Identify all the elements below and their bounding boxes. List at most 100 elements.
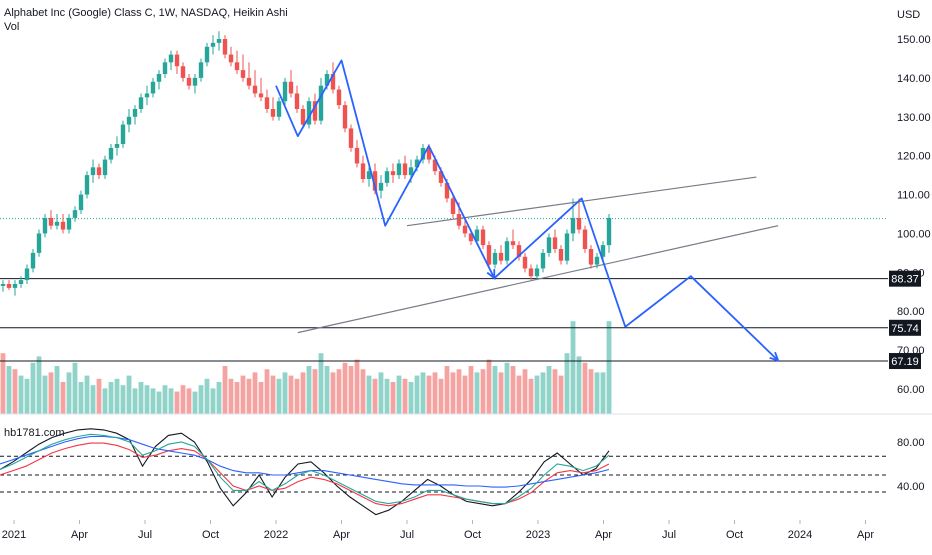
candle-body [522,256,528,269]
candles [0,31,612,296]
volume-bar [222,366,228,414]
candle-body [354,147,360,164]
candle-body [456,214,462,226]
volume-bar [216,382,222,414]
volume-bar [582,362,588,414]
volume-bar [552,369,558,414]
volume-bar [318,353,324,414]
candle-body [546,237,552,253]
volume-bar [0,353,6,414]
volume-bar [300,372,306,414]
oscillator-tick-label: 40.00 [897,481,925,493]
price-tick-label: 110.00 [897,190,930,202]
volume-bar [168,388,174,414]
volume-bar [462,375,468,414]
candle-body [240,70,246,78]
drawings[interactable] [275,59,780,363]
volume-bar [174,391,180,414]
grid [13,520,866,524]
candle-body [276,101,282,117]
volume-bar [144,385,150,414]
oscillator-label[interactable]: hb1781.com [4,427,65,439]
candle-body [558,249,564,261]
candle-body [366,171,372,179]
candle-body [468,233,474,242]
candle-body [222,39,228,55]
volume-bar [204,378,210,414]
volume-label: Vol [4,21,20,33]
level-label-box [889,353,921,370]
candle-body [516,245,522,257]
candle-body [372,171,378,191]
volume-bar [468,366,474,414]
symbol-title[interactable]: Alphabet Inc (Google) Class C, 1W, NASDA… [4,7,288,19]
volume-bar [342,362,348,414]
volume-bar [288,375,294,414]
candle-body [246,77,252,86]
candle-body [264,97,270,109]
arrowhead[interactable] [769,351,780,363]
price-tick-label: 140.00 [897,73,931,85]
volume-bar [126,375,132,414]
volume-bar [324,366,330,414]
candle-body [360,163,366,179]
candle-body [252,85,258,94]
candle-body [192,77,198,86]
volume-bar [372,378,378,414]
arrowhead[interactable] [486,269,496,281]
time-tick-label: Oct [202,529,219,541]
time-tick-label: Apr [71,529,88,541]
volume-bar [72,362,78,414]
candle-body [528,268,534,277]
volume-bar [396,375,402,414]
volume-bar [444,366,450,414]
time-tick-label: 2024 [788,529,812,541]
candle-body [498,252,504,261]
volume-bar [336,369,342,414]
time-tick-label: 2021 [2,529,26,541]
volume-bar [282,372,288,414]
volume-bar [510,366,516,414]
candle-body [156,74,162,82]
level-label: 67.19 [891,356,919,368]
volume-bar [138,382,144,414]
candle-body [462,225,468,234]
level-label-box [889,319,921,336]
time-tick-label: Jul [138,529,152,541]
volume-bar [36,356,42,414]
horizontal-levels[interactable] [0,218,888,362]
candle-body [414,159,420,168]
candle-body [348,128,354,148]
candle-body [108,147,114,160]
volume-bar [330,372,336,414]
level-label-box [889,270,921,287]
volume-bar [162,385,168,414]
candle-body [204,46,210,63]
candle-body [180,66,186,78]
price-axis-unit: USD [897,9,920,21]
volume-bar [30,362,36,414]
volume-bar [438,378,444,414]
trendline-lower[interactable] [297,225,779,334]
volume-bar [354,359,360,414]
volume-bar [306,366,312,414]
candle-body [198,62,204,78]
candle-body [24,268,30,281]
candle-body [588,249,594,265]
volume-bar [378,372,384,414]
volume-bar [150,388,156,414]
axes: USD150.00140.00130.00120.00110.00100.009… [2,9,931,541]
candle-body [396,163,402,176]
time-tick-label: Oct [726,529,743,541]
volume-bar [600,372,606,414]
candle-body [312,101,318,121]
projection-path[interactable] [275,59,779,362]
candle-body [324,74,330,86]
candle-body [564,233,570,261]
candle-body [270,109,276,117]
volume-bar [240,375,246,414]
price-tick-label: 100.00 [897,228,931,240]
candle-body [336,89,342,106]
